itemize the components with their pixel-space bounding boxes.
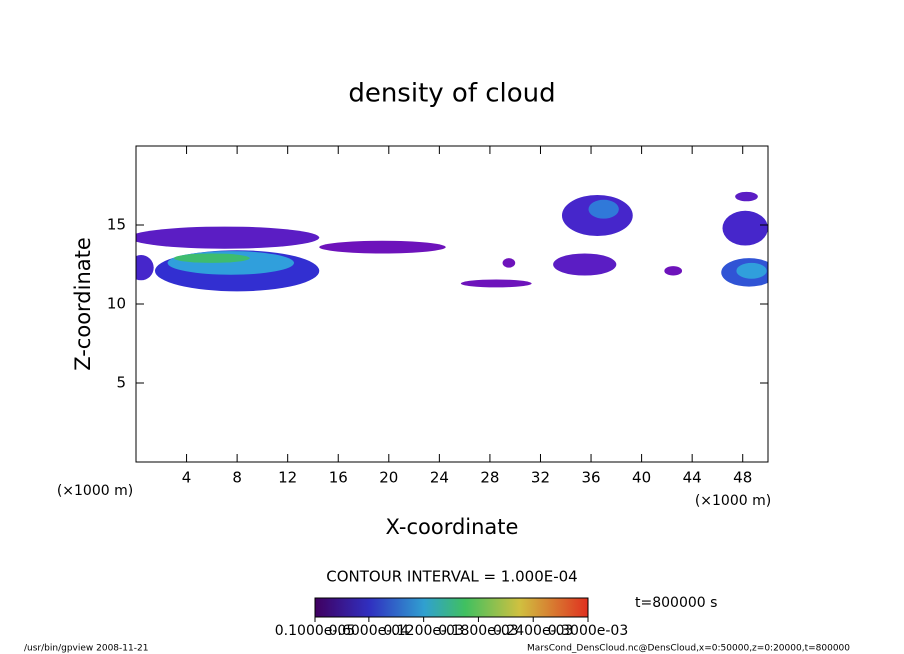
time-note: t=800000 s xyxy=(635,595,717,611)
contour-interval: CONTOUR INTERVAL = 1.000E-04 xyxy=(326,568,577,586)
x-tick-label: 8 xyxy=(232,469,242,487)
y-axis-label: Z-coordinate xyxy=(71,237,95,371)
x-tick-label: 28 xyxy=(480,469,499,487)
cloud-cell xyxy=(502,258,516,268)
chart-title: density of cloud xyxy=(348,79,555,109)
x-tick-label: 48 xyxy=(733,469,752,487)
x-tick-label: 16 xyxy=(329,469,348,487)
cloud-cell xyxy=(173,253,250,263)
cloud-cell xyxy=(319,240,446,254)
x-tick-label: 4 xyxy=(182,469,192,487)
cloud-cell xyxy=(736,262,767,279)
cloud-cell xyxy=(553,253,617,276)
colorbar-tick-label: 0.1000e-05 xyxy=(275,623,355,639)
x-axis-label: X-coordinate xyxy=(386,515,519,539)
cloud-cell xyxy=(588,199,619,219)
x-unit: (×1000 m) xyxy=(695,493,771,509)
cloud-cell xyxy=(460,279,532,288)
x-tick-label: 32 xyxy=(531,469,550,487)
y-tick-label: 10 xyxy=(107,295,126,313)
cloud-cell xyxy=(735,191,758,202)
colorbar-tick-label: 0.2400e-03 xyxy=(493,623,573,639)
cloud-cell xyxy=(664,266,683,276)
contour-field xyxy=(136,191,768,292)
colorbar-tick-label: 0.1800e-03 xyxy=(438,623,518,639)
y-unit: (×1000 m) xyxy=(57,483,133,499)
colorbar xyxy=(314,597,589,618)
cloud-cell xyxy=(136,226,320,249)
y-tick-label: 5 xyxy=(116,374,126,392)
x-tick-label: 24 xyxy=(430,469,449,487)
x-tick-label: 40 xyxy=(632,469,651,487)
plot-frame xyxy=(135,145,769,463)
x-tick-label: 12 xyxy=(278,469,297,487)
colorbar-tick-label: 0.6000e-04 xyxy=(329,623,410,639)
cloud-cell xyxy=(136,255,154,281)
cloud-cell xyxy=(722,210,768,246)
x-tick-label: 20 xyxy=(379,469,398,487)
y-tick-label: 15 xyxy=(107,216,126,234)
x-tick-label: 36 xyxy=(581,469,600,487)
footer-right: MarsCond_DensCloud.nc@DensCloud,x=0:5000… xyxy=(527,644,850,654)
x-tick-label: 44 xyxy=(683,469,702,487)
colorbar-tick-label: 0.1200e-03 xyxy=(383,623,463,639)
colorbar-tick-label: 0.3000e-03 xyxy=(548,623,628,639)
footer-left: /usr/bin/gpview 2008-11-21 xyxy=(24,644,148,654)
